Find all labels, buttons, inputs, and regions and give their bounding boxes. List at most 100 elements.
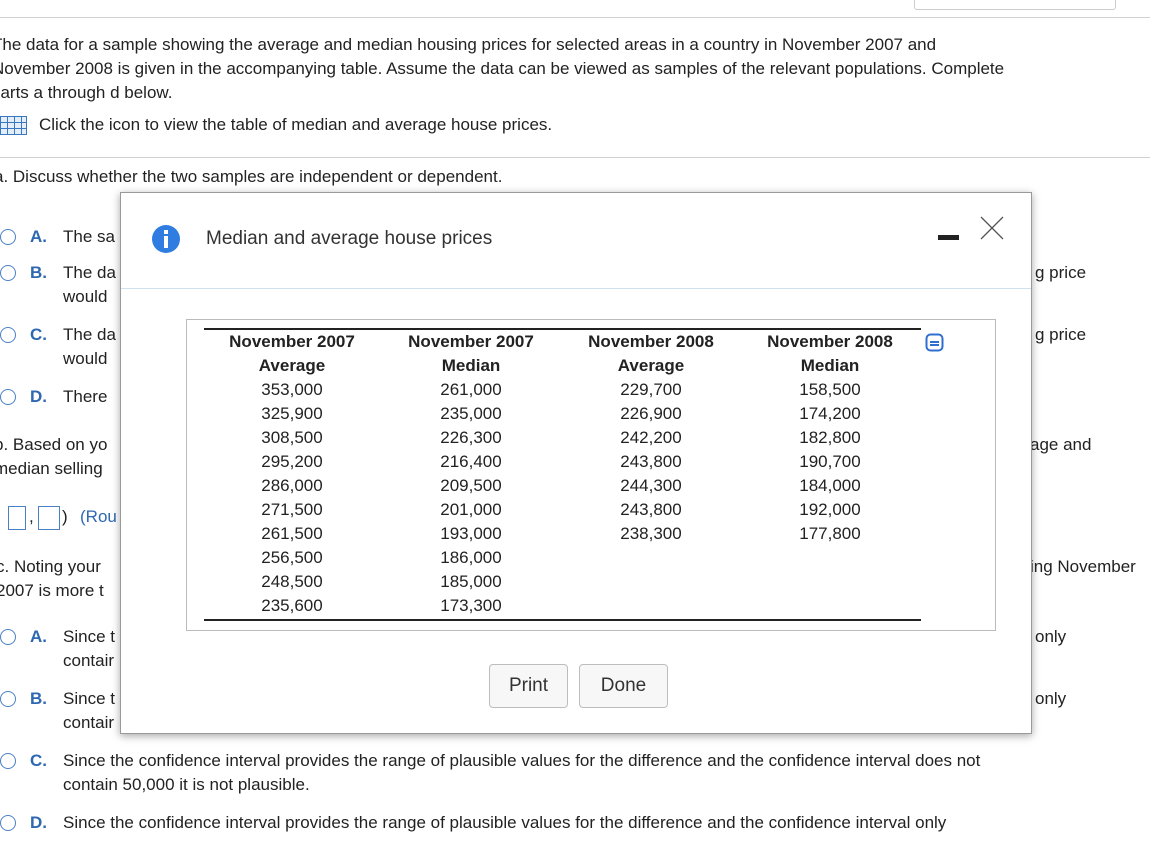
option-letter: A. [30, 227, 47, 246]
radio-button[interactable] [0, 229, 16, 245]
table-cell: 193,000 [440, 524, 502, 543]
dialog-title: Median and average house prices [206, 228, 493, 249]
option-letter: B. [30, 263, 47, 282]
table-cell: 209,500 [440, 476, 502, 495]
intro-line: The data for a sample showing the averag… [0, 35, 937, 54]
table-cell: 238,300 [620, 524, 682, 543]
answer-box[interactable] [8, 506, 26, 530]
column-header: November 2008 [588, 332, 714, 351]
dialog-divider [121, 288, 1031, 289]
close-button[interactable] [979, 215, 1005, 241]
table-cell: 243,800 [620, 452, 682, 471]
option-text: only [1035, 627, 1067, 646]
table-cell: 235,000 [440, 404, 502, 423]
option-text: contair [63, 713, 115, 732]
table-cell: 201,000 [440, 500, 502, 519]
table-cell: 216,400 [440, 452, 502, 471]
question: b. Based on yo [0, 435, 108, 454]
option-text: Since t [63, 627, 115, 646]
option-text: The sa [63, 227, 115, 246]
question: a. Discuss whether the two samples are i… [0, 167, 503, 186]
table-cell: 353,000 [261, 380, 323, 399]
table-cell: 226,900 [620, 404, 682, 423]
question: 2007 is more t [0, 581, 104, 600]
table-cell: 186,000 [440, 548, 502, 567]
table-cell: 248,500 [261, 572, 323, 591]
divider [0, 157, 1150, 158]
table-cell: 158,500 [799, 380, 861, 399]
option-text: would [63, 349, 108, 368]
paren: ) [62, 507, 68, 526]
option-text: Since t [63, 689, 115, 708]
option-text: The da [63, 325, 116, 344]
table-cell: 192,000 [799, 500, 861, 519]
dialog: Median and average house prices November… [120, 192, 1032, 734]
option-text: g price [1035, 325, 1087, 344]
option-text: contain 50,000 it is not plausible. [63, 775, 310, 794]
column-header: Average [258, 356, 326, 375]
column-header: Median [441, 356, 501, 375]
option-letter: C. [30, 325, 47, 344]
radio-button[interactable] [0, 327, 16, 343]
table-cell: 182,800 [799, 428, 861, 447]
table-frame [186, 319, 996, 631]
divider [0, 17, 1150, 18]
option-letter: B. [30, 689, 47, 708]
table-cell: 261,500 [261, 524, 323, 543]
minimize-button[interactable] [938, 235, 959, 240]
table-cell: 244,300 [620, 476, 682, 495]
table-cell: 235,600 [261, 596, 323, 615]
table-rule [204, 619, 921, 621]
option-text: Since the confidence interval provides t… [63, 751, 981, 770]
table-cell: 243,800 [620, 500, 682, 519]
table-cell: 256,500 [261, 548, 323, 567]
option-letter: D. [30, 813, 47, 832]
table-cell: 325,900 [261, 404, 323, 423]
top-box [914, 0, 1116, 10]
table-link[interactable]: Click the icon to view the table of medi… [39, 115, 553, 134]
radio-button[interactable] [0, 629, 16, 645]
column-header: Average [617, 356, 685, 375]
radio-button[interactable] [0, 753, 16, 769]
question: age and [1030, 435, 1092, 454]
info-icon [152, 225, 180, 253]
option-letter: D. [30, 387, 47, 406]
table-rule [204, 328, 921, 330]
separator: , [29, 507, 34, 526]
table-cell: 177,800 [799, 524, 861, 543]
table-icon[interactable] [0, 116, 30, 136]
option-letter: C. [30, 751, 47, 770]
table-cell: 185,000 [440, 572, 502, 591]
table-cell: 242,200 [620, 428, 682, 447]
table-cell: 271,500 [261, 500, 323, 519]
table-cell: 295,200 [261, 452, 323, 471]
table-cell: 190,700 [799, 452, 861, 471]
radio-button[interactable] [0, 265, 16, 281]
option-text: There [63, 387, 108, 406]
option-letter: A. [30, 627, 47, 646]
question: ing November [1030, 557, 1136, 576]
done-button[interactable]: Done [579, 664, 668, 708]
column-header: November 2007 [408, 332, 534, 351]
round-note: (Rou [80, 507, 117, 526]
intro-line: November 2008 is given in the accompanyi… [0, 59, 1005, 78]
question: c. Noting your [0, 557, 101, 576]
intro-line: parts a through d below. [0, 83, 173, 102]
column-header: Median [800, 356, 860, 375]
table-cell: 173,300 [440, 596, 502, 615]
option-text: contair [63, 651, 115, 670]
answer-box[interactable] [38, 506, 60, 530]
question: median selling [0, 459, 103, 478]
table-cell: 229,700 [620, 380, 682, 399]
table-cell: 174,200 [799, 404, 861, 423]
table-cell: 184,000 [799, 476, 861, 495]
radio-button[interactable] [0, 691, 16, 707]
expand-icon[interactable] [925, 333, 945, 353]
table-cell: 261,000 [440, 380, 502, 399]
radio-button[interactable] [0, 815, 16, 831]
table-cell: 286,000 [261, 476, 323, 495]
option-text: only [1035, 689, 1067, 708]
print-button[interactable]: Print [489, 664, 568, 708]
radio-button[interactable] [0, 389, 16, 405]
